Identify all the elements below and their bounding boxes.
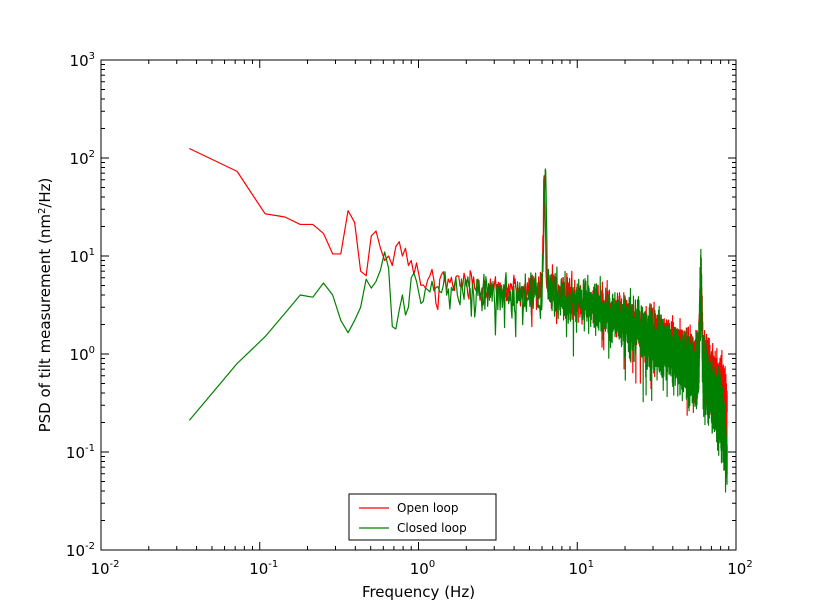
tick-layer: 10-2 10-1 100 101 102 10-2 10-1 100 101 102 103 [66, 51, 753, 578]
x-axis-label: Frequency (Hz) [362, 583, 475, 601]
legend: Open loop Closed loop [348, 493, 497, 541]
y-tick-label: 102 [70, 149, 95, 168]
x-tick-label: 101 [569, 559, 594, 578]
x-tick-label: 10-1 [249, 559, 278, 578]
y-axis-label-prefix: PSD of tilt measurement (nm [36, 214, 54, 432]
legend-box [348, 493, 497, 541]
plot-area [101, 60, 736, 550]
y-tick-label: 101 [70, 247, 95, 266]
x-tick-label: 100 [410, 559, 435, 578]
legend-label-open-loop: Open loop [397, 501, 459, 515]
y-tick-label: 10-2 [66, 541, 95, 560]
y-axis-label-suffix: /Hz) [36, 178, 54, 208]
legend-label-closed-loop: Closed loop [397, 521, 467, 535]
x-tick-label: 10-2 [90, 559, 119, 578]
y-tick-label: 10-1 [66, 443, 95, 462]
series-layer [188, 147, 728, 493]
y-tick-label: 100 [70, 345, 95, 364]
y-tick-label: 103 [70, 51, 95, 70]
y-axis-label: PSD of tilt measurement (nm2/Hz) [36, 178, 54, 433]
series-line-closed-loop [188, 168, 728, 493]
x-tick-label: 102 [727, 559, 752, 578]
y-axis-label-superscript: 2 [37, 208, 48, 214]
